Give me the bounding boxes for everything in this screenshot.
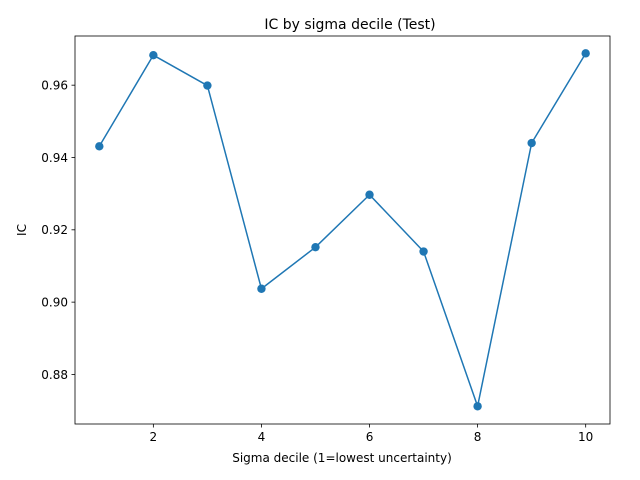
plot-area — [74, 35, 611, 425]
y-tick-label: 0.88 — [41, 368, 68, 382]
data-point — [419, 247, 428, 256]
x-tick-label: 8 — [474, 430, 482, 444]
x-axis: 2 4 6 8 10 — [150, 424, 593, 444]
x-tick-label: 6 — [366, 430, 374, 444]
x-tick-label: 10 — [578, 430, 593, 444]
data-point — [257, 284, 266, 293]
y-tick-label: 0.90 — [41, 295, 68, 309]
y-axis-label: IC — [15, 224, 29, 236]
plot-frame — [74, 35, 611, 425]
data-point — [95, 142, 104, 151]
data-point — [311, 242, 320, 252]
x-tick-label: 4 — [258, 430, 266, 444]
data-point — [581, 49, 590, 58]
data-point — [365, 190, 374, 199]
x-tick-label: 2 — [150, 430, 158, 444]
y-tick-label: 0.96 — [41, 78, 68, 92]
series-group — [95, 49, 590, 411]
x-axis-label: Sigma decile (1=lowest uncertainty) — [232, 451, 452, 465]
chart-title: IC by sigma decile (Test) — [264, 17, 435, 33]
data-point — [149, 50, 158, 60]
y-tick-label: 0.94 — [41, 151, 68, 165]
data-point — [203, 81, 212, 90]
y-tick-label: 0.92 — [41, 223, 68, 237]
series-line — [98, 52, 587, 408]
data-point — [473, 402, 482, 411]
data-point — [527, 138, 536, 148]
y-axis: 0.88 0.90 0.92 0.94 0.96 — [41, 78, 75, 382]
